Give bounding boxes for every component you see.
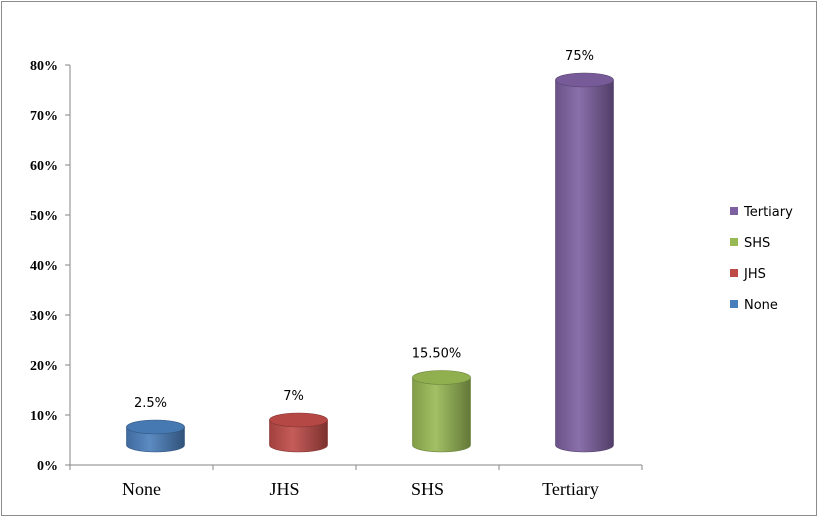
bar-body bbox=[412, 377, 471, 453]
y-tick-label: 80% bbox=[30, 59, 58, 74]
bar-top bbox=[126, 419, 185, 435]
legend-swatch bbox=[730, 269, 738, 277]
bar-shs bbox=[412, 370, 471, 453]
legend: Tertiary SHS JHS None bbox=[730, 205, 793, 313]
bar-tertiary bbox=[555, 72, 614, 453]
data-label: 15.50% bbox=[412, 347, 462, 362]
x-tick-label: SHS bbox=[411, 479, 444, 499]
axes: 0% 10% 20% 30% 40% 50% 60% 70% 80% None JHS SHS Tert… bbox=[30, 59, 643, 499]
data-label: 7% bbox=[283, 389, 304, 404]
y-tick-label: 60% bbox=[30, 159, 58, 174]
data-label: 75% bbox=[565, 49, 594, 64]
legend-swatch bbox=[730, 207, 738, 215]
bar-top bbox=[269, 412, 328, 428]
bar-top bbox=[555, 72, 614, 88]
legend-label: None bbox=[744, 298, 778, 313]
bar-jhs bbox=[269, 412, 328, 453]
y-tick-label: 50% bbox=[30, 209, 58, 224]
x-tick-label: None bbox=[122, 479, 161, 499]
bar-top bbox=[412, 370, 471, 385]
bar-none bbox=[126, 419, 185, 453]
y-tick-label: 20% bbox=[30, 359, 58, 374]
y-tick-label: 40% bbox=[30, 259, 58, 274]
legend-swatch bbox=[730, 238, 738, 246]
data-labels: 2.5% 7% 15.50% 75% bbox=[134, 49, 594, 411]
bar-body bbox=[555, 79, 614, 453]
bar-body bbox=[269, 419, 328, 453]
y-tick-label: 70% bbox=[30, 109, 58, 124]
legend-swatch bbox=[730, 300, 738, 308]
y-tick-label: 0% bbox=[37, 459, 58, 474]
bars bbox=[126, 72, 614, 453]
x-tick-label: Tertiary bbox=[542, 479, 599, 499]
y-tick-label: 30% bbox=[30, 309, 58, 324]
y-tick-label: 10% bbox=[30, 409, 58, 424]
legend-label: JHS bbox=[743, 267, 766, 282]
x-tick-label: JHS bbox=[269, 479, 299, 499]
data-label: 2.5% bbox=[134, 396, 167, 411]
legend-label: SHS bbox=[744, 236, 770, 251]
legend-label: Tertiary bbox=[743, 205, 793, 220]
